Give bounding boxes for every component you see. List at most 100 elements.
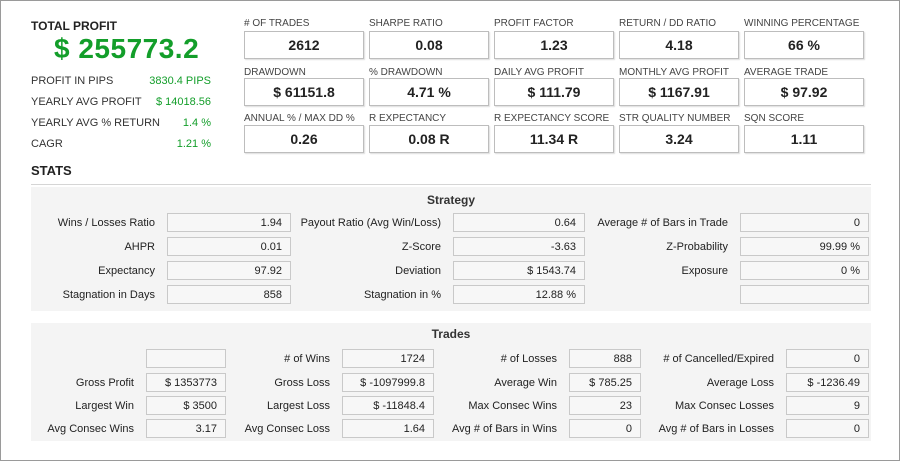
metric-value: 4.71 % [369,78,489,106]
stat-label: Z-Score [401,241,441,253]
stat-label: Stagnation in % [363,289,441,301]
stat-label: Average Win [494,377,557,389]
stat-label: Max Consec Wins [468,400,557,412]
stat-label: Avg # of Bars in Losses [658,423,774,435]
stat-value [740,285,869,304]
stat-label: Gross Profit [75,377,134,389]
stat-label: Avg Consec Wins [47,423,134,435]
summary-label: PROFIT IN PIPS [31,75,114,87]
metric-value: 0.26 [244,125,364,153]
stat-value: 1724 [342,349,434,368]
stat-value: 3.17 [146,419,226,438]
stat-value: 1.64 [342,419,434,438]
stat-label: Wins / Losses Ratio [57,217,155,229]
stat-label: Gross Loss [274,377,330,389]
metric-label: R EXPECTANCY [369,113,447,124]
stat-value: $ 785.25 [569,373,641,392]
stat-value: 97.92 [167,261,291,280]
stat-value: 0 [786,419,869,438]
trades-title: Trades [431,327,471,341]
stat-value: 0 [740,213,869,232]
metric-value: 3.24 [619,125,739,153]
metric-value: $ 111.79 [494,78,614,106]
summary-row-yearly-avg-profit: YEARLY AVG PROFIT $ 14018.56 [31,96,211,114]
metric-value: 11.34 R [494,125,614,153]
metric-value: 0.08 [369,31,489,59]
total-profit-label: TOTAL PROFIT [31,19,117,33]
stat-value: 0 % [740,261,869,280]
stat-label: Expectancy [98,265,155,277]
stat-label: Largest Win [75,400,134,412]
stat-value: 0 [569,419,641,438]
metric-value: 2612 [244,31,364,59]
stat-value: $ 1543.74 [453,261,585,280]
stat-value: $ -1097999.8 [342,373,434,392]
metric-value: $ 1167.91 [619,78,739,106]
metric-label: % DRAWDOWN [369,67,443,78]
metric-label: ANNUAL % / MAX DD % [244,113,355,124]
stat-label [587,285,728,305]
total-profit-value: $ 255773.2 [54,33,200,64]
stat-value: 858 [167,285,291,304]
stat-label: Z-Probability [666,241,728,253]
summary-row-cagr: CAGR 1.21 % [31,138,211,156]
summary-value: 1.4 % [182,117,211,129]
stat-value [146,349,226,368]
summary-row-profit-pips: PROFIT IN PIPS 3830.4 PIPS [31,75,211,93]
metric-value: $ 97.92 [744,78,864,106]
stat-value: 0.01 [167,237,291,256]
summary-row-yearly-avg-return: YEARLY AVG % RETURN 1.4 % [31,117,211,135]
metric-label: # OF TRADES [244,18,310,29]
stat-value: 9 [786,396,869,415]
metric-value: 1.23 [494,31,614,59]
stat-value: $ 1353773 [146,373,226,392]
stat-value: 12.88 % [453,285,585,304]
stat-label: Payout Ratio (Avg Win/Loss) [300,217,441,229]
stat-label: Avg # of Bars in Wins [452,423,557,435]
stat-label [31,349,134,369]
summary-value: $ 14018.56 [155,96,211,108]
metric-value: $ 61151.8 [244,78,364,106]
stat-label: Avg Consec Loss [244,423,330,435]
metric-label: R EXPECTANCY SCORE [494,113,610,124]
metric-label: DAILY AVG PROFIT [494,67,585,78]
stat-value: 1.94 [167,213,291,232]
metric-value: 1.11 [744,125,864,153]
stat-label: Average Loss [706,377,774,389]
stat-value: $ -1236.49 [786,373,869,392]
stat-label: Exposure [681,265,728,277]
stat-label: AHPR [124,241,155,253]
stat-label: # of Wins [284,353,330,365]
summary-label: YEARLY AVG % RETURN [31,117,160,129]
stat-label: # of Losses [500,353,557,365]
metric-label: MONTHLY AVG PROFIT [619,67,730,78]
metric-label: SQN SCORE [744,113,805,124]
stat-value: $ -11848.4 [342,396,434,415]
metric-label: AVERAGE TRADE [744,67,829,78]
stat-label: Stagnation in Days [62,289,155,301]
summary-label: YEARLY AVG PROFIT [31,96,142,108]
stats-title: STATS [31,163,72,178]
summary-value: 1.21 % [176,138,211,150]
stat-value: 23 [569,396,641,415]
stat-label: Average # of Bars in Trade [597,217,728,229]
metric-label: RETURN / DD RATIO [619,18,717,29]
stat-label: Max Consec Losses [674,400,774,412]
stat-label: # of Cancelled/Expired [663,353,774,365]
strategy-title: Strategy [426,193,476,207]
metric-label: PROFIT FACTOR [494,18,574,29]
metric-value: 66 % [744,31,864,59]
stat-value: 888 [569,349,641,368]
metric-label: SHARPE RATIO [369,18,443,29]
stat-label: Largest Loss [267,400,330,412]
metric-value: 4.18 [619,31,739,59]
summary-label: CAGR [31,138,63,150]
metric-label: DRAWDOWN [244,67,306,78]
divider [31,184,871,185]
stat-value: 0.64 [453,213,585,232]
metric-label: STR QUALITY NUMBER [619,113,731,124]
stat-value: $ 3500 [146,396,226,415]
metric-label: WINNING PERCENTAGE [744,18,860,29]
metric-value: 0.08 R [369,125,489,153]
